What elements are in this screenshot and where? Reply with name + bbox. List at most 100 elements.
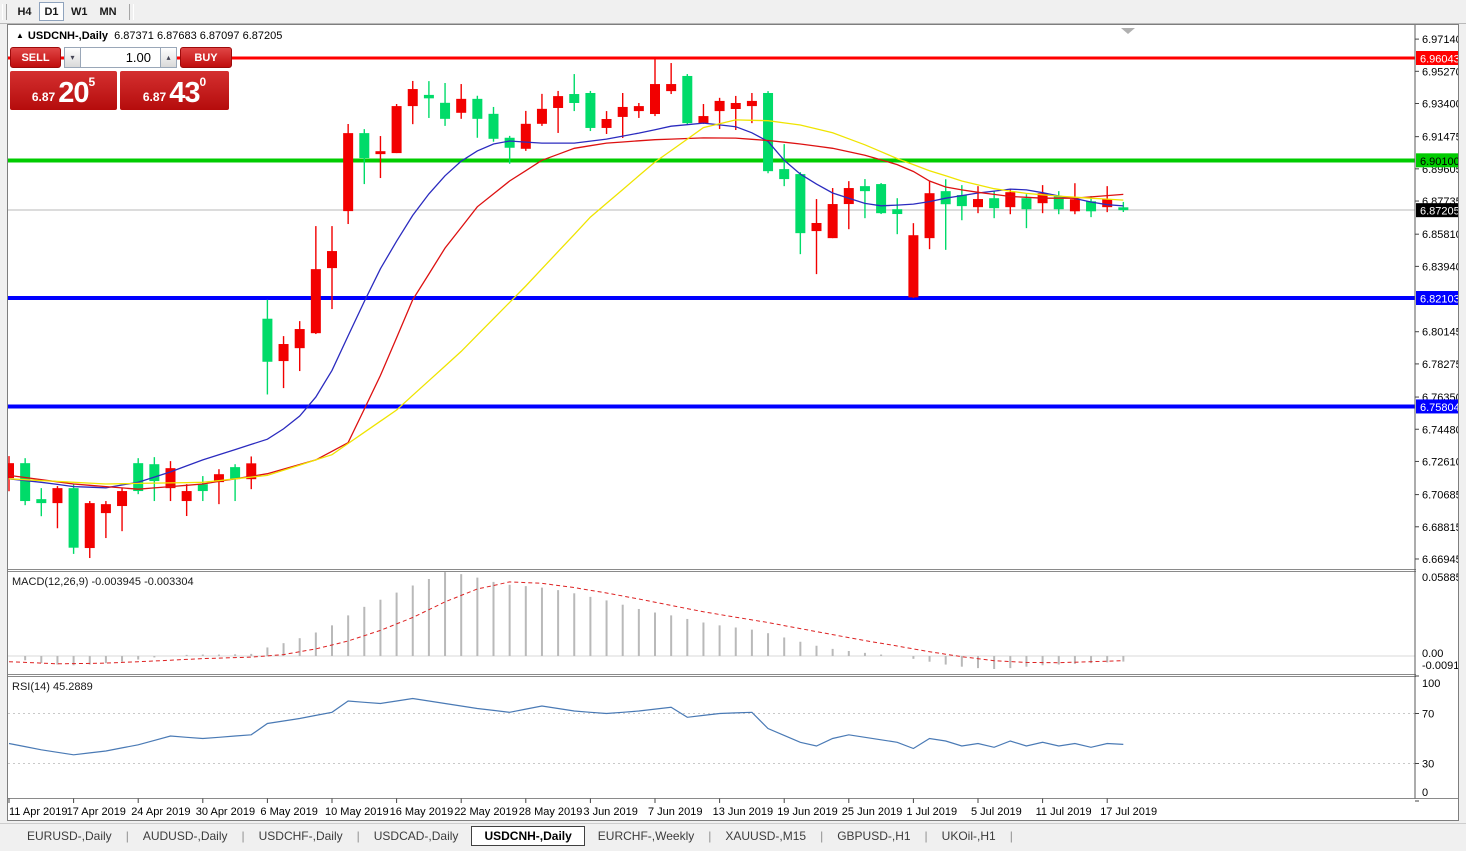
svg-text:30 Apr 2019: 30 Apr 2019 bbox=[196, 806, 255, 818]
buy-price-button[interactable]: 6.87 43 0 bbox=[120, 71, 229, 110]
svg-text:100: 100 bbox=[1422, 678, 1440, 690]
svg-text:28 May 2019: 28 May 2019 bbox=[519, 806, 583, 818]
svg-text:6.83940: 6.83940 bbox=[1422, 261, 1458, 273]
svg-text:6.96043: 6.96043 bbox=[1420, 54, 1458, 66]
timeframe-button-h4[interactable]: H4 bbox=[12, 2, 37, 21]
collapse-triangle-icon[interactable]: ▲ bbox=[16, 31, 24, 40]
tab-separator: | bbox=[356, 828, 360, 843]
tab-separator: | bbox=[924, 828, 928, 843]
timeframe-button-d1[interactable]: D1 bbox=[39, 2, 64, 22]
tab-separator: | bbox=[820, 828, 824, 843]
tab-separator: | bbox=[1009, 828, 1013, 843]
sell-price-prefix: 6.87 bbox=[31, 90, 56, 104]
chart-tab-ukoil[interactable]: UKOil-,H1 bbox=[941, 828, 996, 843]
triangle-down-icon: ▾ bbox=[70, 52, 75, 62]
macd-label: MACD(12,26,9) -0.003945 -0.003304 bbox=[12, 576, 194, 588]
svg-text:6.70685: 6.70685 bbox=[1422, 490, 1458, 502]
volume-input[interactable] bbox=[81, 47, 160, 68]
svg-text:6.68815: 6.68815 bbox=[1422, 522, 1458, 534]
toolbar-divider bbox=[128, 3, 134, 20]
sell-button[interactable]: SELL bbox=[10, 47, 61, 68]
svg-text:11 Jul 2019: 11 Jul 2019 bbox=[1036, 806, 1092, 818]
symbol-period-label: USDCNH-,Daily bbox=[27, 30, 108, 42]
timeframe-button-mn[interactable]: MN bbox=[95, 2, 122, 21]
pane-separators[interactable] bbox=[8, 569, 1458, 799]
tab-separator: | bbox=[125, 828, 129, 843]
chart-tab-gbpusd[interactable]: GBPUSD-,H1 bbox=[837, 828, 911, 843]
ohlc-values: 6.87371 6.87683 6.87097 6.87205 bbox=[114, 30, 283, 42]
svg-text:6.85810: 6.85810 bbox=[1422, 229, 1458, 241]
buy-price-big-digits: 43 bbox=[169, 77, 200, 109]
svg-text:24 Apr 2019: 24 Apr 2019 bbox=[131, 806, 190, 818]
sell-price-big-digits: 20 bbox=[58, 77, 89, 109]
chart-tab-usdcnh[interactable]: USDCNH-,Daily bbox=[471, 825, 585, 846]
svg-text:6.72610: 6.72610 bbox=[1422, 456, 1458, 468]
timeframe-buttons: H4 D1 W1 MN bbox=[11, 2, 123, 22]
date-axis[interactable]: 11 Apr 2019 17 Apr 2019 24 Apr 2019 30 Apr … bbox=[8, 798, 1157, 819]
svg-text:6.82103: 6.82103 bbox=[1420, 294, 1458, 306]
svg-text:6.95270: 6.95270 bbox=[1422, 66, 1458, 78]
svg-text:17 Apr 2019: 17 Apr 2019 bbox=[67, 806, 126, 818]
timeframe-toolbar: H4 D1 W1 MN bbox=[0, 0, 1466, 24]
svg-text:10 May 2019: 10 May 2019 bbox=[325, 806, 389, 818]
svg-text:13 Jun 2019: 13 Jun 2019 bbox=[713, 806, 774, 818]
svg-text:5 Jul 2019: 5 Jul 2019 bbox=[971, 806, 1022, 818]
svg-text:6.97140: 6.97140 bbox=[1422, 34, 1458, 46]
svg-text:19 Jun 2019: 19 Jun 2019 bbox=[777, 806, 838, 818]
chart-shift-marker-icon[interactable] bbox=[1121, 28, 1135, 34]
svg-text:6.91475: 6.91475 bbox=[1422, 132, 1458, 144]
buy-price-pip-digit: 0 bbox=[199, 75, 207, 89]
buy-button[interactable]: BUY bbox=[180, 47, 232, 68]
chart-tab-usdchf[interactable]: USDCHF-,Daily bbox=[258, 828, 343, 843]
ma-slow-yellow bbox=[8, 119, 1124, 485]
svg-text:-0.009116: -0.009116 bbox=[1422, 660, 1458, 672]
volume-decrease-button[interactable]: ▾ bbox=[64, 47, 81, 68]
sell-price-button[interactable]: 6.87 20 5 bbox=[10, 71, 117, 110]
ma-mid-red bbox=[8, 137, 1124, 490]
svg-text:70: 70 bbox=[1422, 709, 1434, 721]
svg-text:6.90100: 6.90100 bbox=[1420, 156, 1458, 168]
rsi-label: RSI(14) 45.2889 bbox=[12, 681, 93, 693]
chart-tab-audusd[interactable]: AUDUSD-,Daily bbox=[142, 828, 228, 843]
macd-pane bbox=[8, 572, 1415, 669]
toolbar-drag-handle[interactable] bbox=[2, 3, 7, 20]
price-chart-canvas[interactable]: 6.971406.952706.934006.914756.896056.877… bbox=[8, 25, 1458, 820]
svg-text:0.00: 0.00 bbox=[1422, 648, 1443, 660]
svg-text:16 May 2019: 16 May 2019 bbox=[390, 806, 454, 818]
chart-tabs-bar: EURUSD-,Daily | AUDUSD-,Daily | USDCHF-,Dail… bbox=[0, 823, 1466, 847]
svg-text:6.80145: 6.80145 bbox=[1422, 327, 1458, 339]
buy-price-prefix: 6.87 bbox=[142, 90, 167, 104]
svg-text:6.93400: 6.93400 bbox=[1422, 99, 1458, 111]
svg-text:22 May 2019: 22 May 2019 bbox=[454, 806, 518, 818]
svg-text:6.78275: 6.78275 bbox=[1422, 359, 1458, 371]
svg-text:25 Jun 2019: 25 Jun 2019 bbox=[842, 806, 903, 818]
chart-tab-usdcad[interactable]: USDCAD-,Daily bbox=[373, 828, 459, 843]
chart-tab-xauusd[interactable]: XAUUSD-,M15 bbox=[725, 828, 807, 843]
svg-text:6.75804: 6.75804 bbox=[1420, 402, 1458, 414]
svg-text:11 Apr 2019: 11 Apr 2019 bbox=[9, 806, 68, 818]
svg-text:3 Jun 2019: 3 Jun 2019 bbox=[583, 806, 637, 818]
rsi-line bbox=[8, 697, 1124, 756]
tab-separator: | bbox=[708, 828, 712, 843]
svg-text:7 Jun 2019: 7 Jun 2019 bbox=[648, 806, 702, 818]
chart-tab-eurchf[interactable]: EURCHF-,Weekly bbox=[597, 828, 695, 843]
rsi-pane bbox=[8, 697, 1415, 764]
svg-text:1 Jul 2019: 1 Jul 2019 bbox=[906, 806, 957, 818]
svg-text:0: 0 bbox=[1422, 787, 1428, 799]
svg-text:6 May 2019: 6 May 2019 bbox=[260, 806, 317, 818]
macd-signal-line bbox=[8, 581, 1124, 665]
svg-text:6.66945: 6.66945 bbox=[1422, 554, 1458, 566]
timeframe-button-w1[interactable]: W1 bbox=[66, 2, 93, 21]
svg-text:17 Jul 2019: 17 Jul 2019 bbox=[1100, 806, 1157, 818]
volume-increase-button[interactable]: ▴ bbox=[160, 47, 177, 68]
price-axis[interactable]: 6.971406.952706.934006.914756.896056.877… bbox=[1414, 25, 1458, 802]
triangle-up-icon: ▴ bbox=[166, 52, 171, 62]
ohlc-info-line: ▲ USDCNH-,Daily 6.87371 6.87683 6.87097 6… bbox=[16, 30, 282, 42]
sell-price-pip-digit: 5 bbox=[88, 75, 96, 89]
svg-text:6.87205: 6.87205 bbox=[1420, 206, 1458, 218]
svg-text:0.058851: 0.058851 bbox=[1422, 572, 1458, 584]
chart-tab-eurusd[interactable]: EURUSD-,Daily bbox=[27, 828, 112, 843]
chart-window: 6.97140 6.95270 6.93400 6.91475 6.89605 6.877… bbox=[7, 24, 1459, 821]
